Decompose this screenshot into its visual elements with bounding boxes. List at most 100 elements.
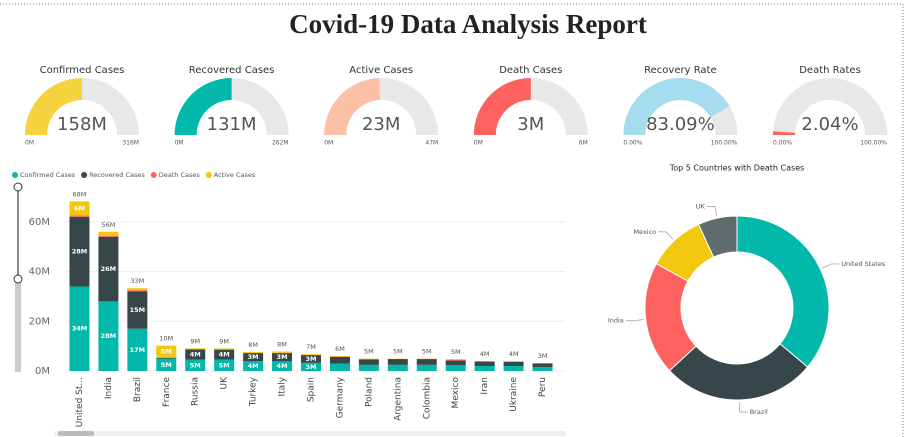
gauge-value: 3M	[517, 114, 544, 135]
bar-value-label: 28M	[72, 248, 88, 256]
gauge-fill	[473, 78, 531, 135]
bar-total-label: 8M	[277, 341, 287, 349]
bar-segment	[329, 363, 350, 371]
x-tick-label: United St...	[75, 377, 85, 427]
gauge-max: 262M	[272, 140, 289, 147]
bar-value-label: 5M	[161, 348, 172, 356]
bar-value-label: 5M	[161, 361, 172, 369]
bar-segment	[532, 363, 553, 368]
bar-value-label: 15M	[130, 306, 146, 314]
bar-segment	[416, 364, 437, 371]
bar-segment	[272, 361, 293, 371]
gauge-fill	[623, 78, 730, 135]
bar-segment	[69, 286, 90, 371]
bar-segment	[214, 348, 235, 350]
gauge-max: 6M	[579, 140, 588, 147]
leader-line	[706, 206, 718, 217]
legend-label: Recovered Cases	[89, 171, 145, 179]
donut-slice	[736, 215, 830, 368]
donut-label: Brazil	[750, 408, 768, 416]
x-tick-label: India	[104, 377, 114, 399]
slider-handle[interactable]	[13, 182, 23, 192]
x-tick-label: France	[162, 377, 172, 407]
bar-value-label: 26M	[101, 265, 117, 273]
legend-label: Active Cases	[214, 171, 256, 179]
bar-segment	[445, 360, 466, 366]
leader-line	[739, 401, 748, 413]
slider-handle[interactable]	[13, 274, 23, 284]
bar-segment	[185, 359, 206, 371]
bar-segment	[387, 364, 408, 371]
gauge-max: 100.00%	[860, 140, 887, 147]
bar-segment	[185, 349, 206, 360]
bar-segment	[156, 345, 177, 358]
bar-segment	[445, 365, 466, 371]
scrollbar-thumb[interactable]	[58, 431, 94, 436]
bar-segment	[98, 231, 119, 236]
gauge-min: 0.00%	[623, 140, 642, 147]
gauge-fill	[25, 78, 82, 135]
x-tick-label: Peru	[538, 377, 548, 397]
bar-total-label: 6M	[335, 345, 345, 353]
bar-value-label: 3M	[306, 363, 317, 371]
bar-total-label: 7M	[306, 343, 316, 351]
legend-label: Death Cases	[159, 171, 201, 179]
bar-total-label: 10M	[159, 335, 173, 343]
bar-segment	[69, 216, 90, 287]
x-tick-label: Mexico	[451, 377, 461, 409]
chart-title: Top 5 Countries with Death Cases	[669, 164, 805, 173]
leader-line	[658, 231, 674, 240]
x-tick-label: Ukraine	[509, 377, 519, 412]
x-tick-label: Turkey	[249, 376, 259, 407]
bar-value-label: 3M	[277, 353, 288, 361]
gauge-fill	[174, 78, 232, 135]
bar-segment	[69, 201, 90, 216]
gauge-fill	[324, 78, 381, 135]
bar-value-label: 6M	[74, 204, 85, 212]
donut-label: UK	[696, 202, 706, 210]
gauge-title: Recovered Cases	[189, 65, 275, 76]
bar-total-label: 9M	[190, 337, 200, 345]
bar-segment	[329, 356, 350, 364]
bar-total-label: 8M	[248, 341, 258, 349]
bar-total-label: 5M	[364, 348, 374, 356]
bar-segment	[474, 366, 495, 371]
bar-total-label: 4M	[480, 350, 490, 358]
gauge-title: Recovery Rate	[644, 65, 716, 76]
bar-segment	[358, 364, 379, 371]
gauge-value: 83.09%	[646, 114, 715, 135]
page-title: Covid-19 Data Analysis Report	[289, 9, 647, 39]
bar-segment	[69, 215, 90, 217]
donut-label: Mexico	[633, 228, 656, 236]
legend-label: Confirmed Cases	[20, 171, 76, 179]
legend-marker	[150, 172, 157, 178]
bar-segment	[156, 357, 177, 359]
bar-total-label: 4M	[509, 350, 519, 358]
scrollbar-track	[55, 431, 565, 436]
bar-segment	[503, 361, 524, 367]
leader-line	[822, 263, 840, 269]
bar-total-label: 68M	[73, 190, 87, 198]
x-tick-label: Colombia	[422, 377, 432, 419]
bar-value-label: 28M	[101, 332, 117, 340]
legend-marker	[205, 172, 212, 178]
gauge-max: 47M	[425, 140, 438, 147]
bar-total-label: 3M	[538, 352, 548, 360]
gauge-title: Death Cases	[499, 65, 562, 76]
donut-slice	[697, 215, 738, 258]
gauge-track	[773, 78, 887, 135]
bar-value-label: 5M	[190, 361, 201, 369]
gauge-fill	[773, 131, 796, 135]
x-tick-label: Italy	[278, 376, 288, 396]
bar-segment	[214, 349, 235, 360]
bar-value-label: 4M	[248, 362, 259, 370]
bar-segment	[98, 236, 119, 302]
x-tick-label: Iran	[480, 377, 490, 395]
bar-segment	[214, 359, 235, 371]
gauge-title: Confirmed Cases	[40, 65, 125, 76]
bar-segment	[503, 361, 524, 362]
donut-label: India	[608, 317, 624, 325]
donut-label: United States	[841, 260, 886, 268]
bar-value-label: 3M	[248, 353, 259, 361]
